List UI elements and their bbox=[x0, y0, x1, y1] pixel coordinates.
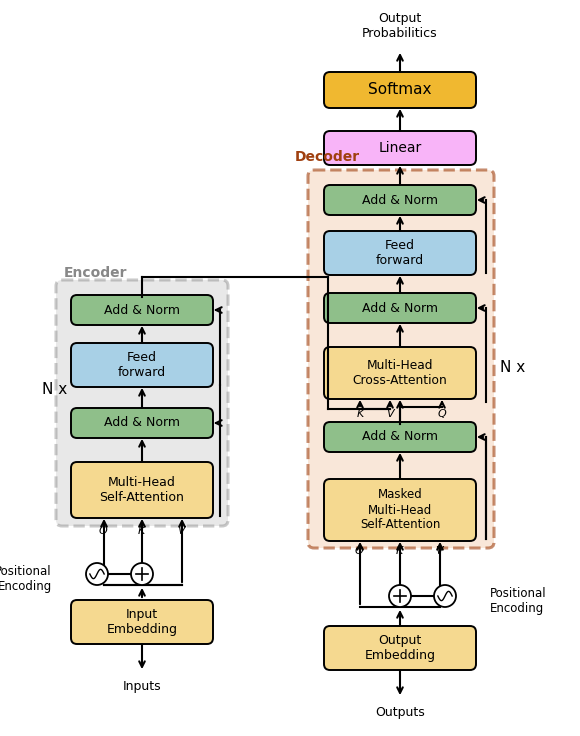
Text: Multi-Head
Cross-Attention: Multi-Head Cross-Attention bbox=[353, 359, 447, 387]
FancyBboxPatch shape bbox=[324, 185, 476, 215]
Text: Feed
forward: Feed forward bbox=[376, 239, 424, 267]
Text: Masked
Multi-Head
Self-Attention: Masked Multi-Head Self-Attention bbox=[360, 489, 440, 531]
Text: Q: Q bbox=[99, 526, 107, 536]
Text: Inputs: Inputs bbox=[123, 680, 161, 693]
Text: V: V bbox=[435, 546, 443, 556]
FancyBboxPatch shape bbox=[324, 422, 476, 452]
Text: V: V bbox=[386, 409, 394, 419]
Circle shape bbox=[434, 585, 456, 607]
FancyBboxPatch shape bbox=[71, 408, 213, 438]
Circle shape bbox=[86, 563, 108, 585]
FancyBboxPatch shape bbox=[324, 131, 476, 165]
Text: Input
Embedding: Input Embedding bbox=[107, 608, 177, 636]
Text: Positional
Encoding: Positional Encoding bbox=[0, 565, 52, 593]
FancyBboxPatch shape bbox=[308, 170, 494, 548]
Text: N x: N x bbox=[42, 382, 67, 397]
FancyBboxPatch shape bbox=[56, 280, 228, 526]
FancyBboxPatch shape bbox=[71, 343, 213, 387]
Text: Add & Norm: Add & Norm bbox=[362, 302, 438, 314]
Text: Output
Embedding: Output Embedding bbox=[364, 634, 436, 662]
FancyBboxPatch shape bbox=[71, 462, 213, 518]
Text: Multi-Head
Self-Attention: Multi-Head Self-Attention bbox=[100, 476, 184, 504]
FancyBboxPatch shape bbox=[71, 295, 213, 325]
FancyBboxPatch shape bbox=[324, 231, 476, 275]
Circle shape bbox=[131, 563, 153, 585]
FancyBboxPatch shape bbox=[324, 293, 476, 323]
Text: K: K bbox=[356, 409, 364, 419]
Text: Q: Q bbox=[438, 409, 447, 419]
Text: Add & Norm: Add & Norm bbox=[362, 194, 438, 207]
Text: V: V bbox=[177, 526, 185, 536]
Text: Linear: Linear bbox=[378, 141, 422, 155]
Text: Outputs: Outputs bbox=[375, 706, 425, 719]
Text: Decoder: Decoder bbox=[295, 150, 360, 164]
Text: Encoder: Encoder bbox=[64, 266, 128, 280]
Text: N x: N x bbox=[500, 360, 525, 375]
Text: Output
Probabilitics: Output Probabilitics bbox=[362, 12, 438, 40]
FancyBboxPatch shape bbox=[324, 479, 476, 541]
Text: Positional
Encoding: Positional Encoding bbox=[490, 587, 546, 615]
FancyBboxPatch shape bbox=[324, 72, 476, 108]
Text: Add & Norm: Add & Norm bbox=[104, 417, 180, 430]
Circle shape bbox=[389, 585, 411, 607]
Text: K: K bbox=[396, 546, 403, 556]
FancyBboxPatch shape bbox=[324, 347, 476, 399]
FancyBboxPatch shape bbox=[324, 626, 476, 670]
Text: Add & Norm: Add & Norm bbox=[104, 303, 180, 316]
Text: Softmax: Softmax bbox=[368, 82, 432, 97]
Text: Add & Norm: Add & Norm bbox=[362, 431, 438, 444]
Text: Q: Q bbox=[354, 546, 364, 556]
Text: K: K bbox=[137, 526, 144, 536]
Text: Feed
forward: Feed forward bbox=[118, 351, 166, 379]
FancyBboxPatch shape bbox=[71, 600, 213, 644]
